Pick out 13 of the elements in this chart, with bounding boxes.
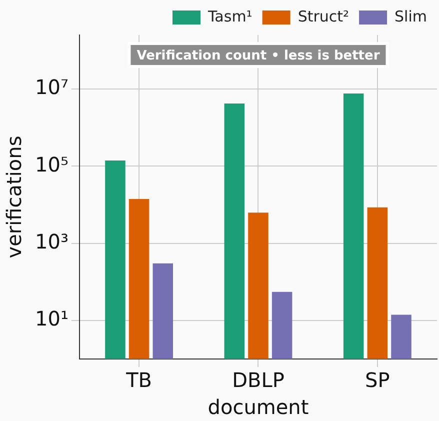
legend-label: Tasm¹ xyxy=(207,7,252,26)
legend-label: Struct² xyxy=(298,7,350,26)
annotation: Verification count • less is better xyxy=(136,48,380,64)
x-tick-label: TB xyxy=(125,368,152,392)
y-axis-title: verifications xyxy=(2,136,26,258)
y-tick-label: 10⁵ xyxy=(35,152,68,176)
y-tick-label: 10³ xyxy=(35,229,68,254)
legend-label: Slim xyxy=(394,7,427,26)
x-axis-title: document xyxy=(208,395,309,420)
y-tick-label: 10¹ xyxy=(35,306,68,331)
y-tick-label: 10⁷ xyxy=(35,75,68,100)
x-tick-label: SP xyxy=(365,368,390,392)
x-tick-label: DBLP xyxy=(232,368,284,392)
